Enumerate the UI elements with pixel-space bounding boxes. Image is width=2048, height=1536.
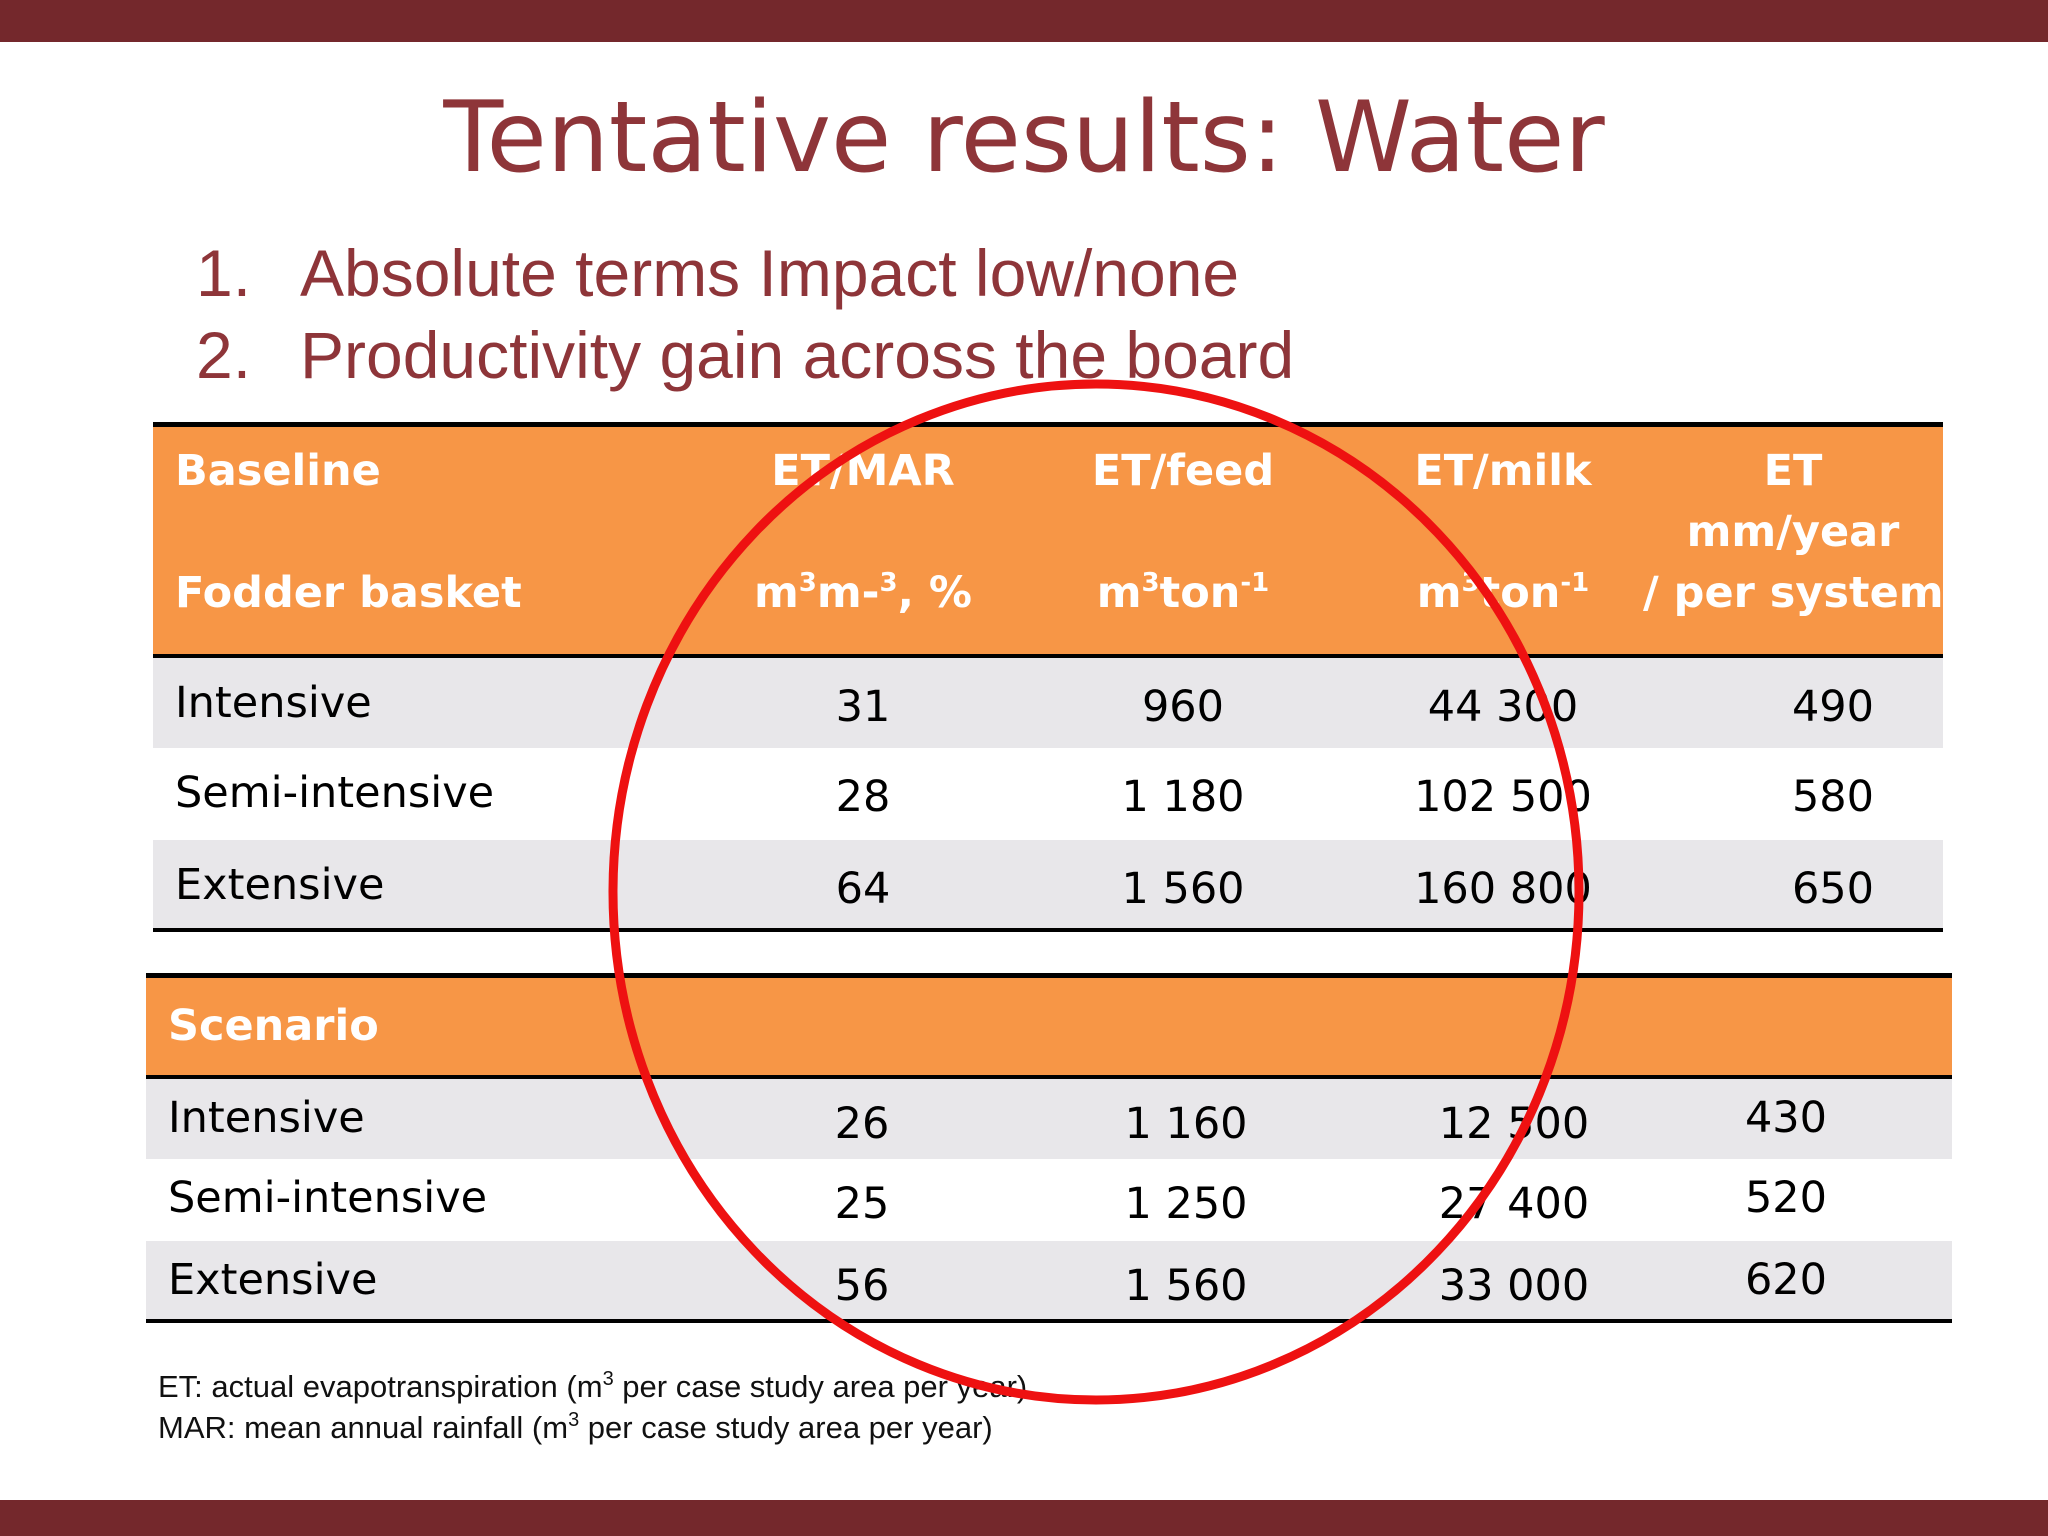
row-label: Semi-intensive [175, 768, 495, 818]
header-et-mar-unit: m3m-3, % [753, 568, 973, 618]
bullet-list: 1. Absolute terms Impact low/none 2. Pro… [196, 232, 1294, 396]
bullet-number: 2. [196, 318, 252, 392]
cell-et-feed: 960 [1141, 682, 1225, 732]
header-baseline: Baseline [175, 446, 381, 496]
cell-et-feed: 1 560 [1124, 1261, 1248, 1311]
cell-et-milk: 102 500 [1414, 772, 1592, 822]
header-per-system: / per system [1643, 568, 1944, 618]
cell-et-milk: 27 400 [1438, 1179, 1590, 1229]
cell-et-feed: 1 160 [1124, 1099, 1248, 1149]
table-bottom-rule [146, 1319, 1952, 1323]
cell-et-milk: 44 300 [1427, 682, 1579, 732]
header-et-milk-unit: m3ton-1 [1416, 568, 1590, 618]
baseline-table: Baseline Fodder basket ET/MAR m3m-3, % E… [153, 422, 1944, 932]
baseline-header-row: Baseline Fodder basket ET/MAR m3m-3, % E… [153, 426, 1944, 654]
bottom-banner [0, 1500, 2048, 1536]
header-fodder-basket: Fodder basket [175, 568, 522, 618]
header-mm-year: mm/year [1686, 507, 1900, 557]
table-bottom-rule [153, 928, 1943, 932]
cell-et-mm: 490 [1791, 682, 1875, 732]
bullet-text: Productivity gain across the board [300, 318, 1295, 392]
table-top-rule [153, 422, 1943, 427]
cell-et-feed: 1 180 [1121, 772, 1245, 822]
cell-et-mm: 430 [1744, 1093, 1828, 1143]
cell-et-mar: 64 [835, 864, 891, 914]
cell-et-feed: 1 250 [1124, 1179, 1248, 1229]
scenario-header-row: Scenario [146, 977, 1952, 1075]
table-row: Intensive 26 1 160 12 500 430 [146, 1079, 1952, 1159]
bullet-text: Absolute terms Impact low/none [300, 236, 1240, 310]
cell-et-mar: 26 [834, 1099, 890, 1149]
header-et-milk: ET/milk [1414, 446, 1592, 496]
bullet-item: 1. Absolute terms Impact low/none [196, 232, 1294, 314]
footnote-mar: MAR: mean annual rainfall (m3 per case s… [158, 1409, 993, 1445]
table-row: Semi-intensive 28 1 180 102 500 580 [153, 748, 1943, 840]
bullet-item: 2. Productivity gain across the board [196, 314, 1294, 396]
row-label: Semi-intensive [168, 1173, 488, 1223]
header-et-mar: ET/MAR [771, 446, 955, 496]
cell-et-mar: 28 [835, 772, 891, 822]
row-label: Intensive [175, 678, 372, 728]
header-et-feed-unit: m3ton-1 [1096, 568, 1270, 618]
cell-et-mar: 25 [834, 1179, 890, 1229]
header-et-feed: ET/feed [1091, 446, 1275, 496]
cell-et-mm: 650 [1791, 864, 1875, 914]
footnotes: ET: actual evapotranspiration (m3 per ca… [158, 1366, 1027, 1448]
scenario-table: Scenario Intensive 26 1 160 12 500 430 S… [146, 973, 1952, 1323]
cell-et-milk: 33 000 [1438, 1261, 1590, 1311]
table-top-rule [146, 973, 1952, 978]
cell-et-milk: 12 500 [1438, 1099, 1590, 1149]
table-row: Extensive 56 1 560 33 000 620 [146, 1241, 1952, 1319]
cell-et-milk: 160 800 [1414, 864, 1592, 914]
row-label: Extensive [168, 1255, 378, 1305]
cell-et-mar: 56 [834, 1261, 890, 1311]
cell-et-mm: 580 [1791, 772, 1875, 822]
top-banner [0, 0, 2048, 42]
header-et: ET [1763, 446, 1823, 496]
footnote-et: ET: actual evapotranspiration (m3 per ca… [158, 1368, 1028, 1404]
row-label: Intensive [168, 1093, 365, 1143]
cell-et-mar: 31 [835, 682, 891, 732]
cell-et-mm: 620 [1744, 1255, 1828, 1305]
cell-et-mm: 520 [1744, 1173, 1828, 1223]
cell-et-feed: 1 560 [1121, 864, 1245, 914]
table-header-rule [153, 654, 1943, 658]
header-scenario: Scenario [168, 1001, 379, 1051]
table-header-rule [146, 1075, 1952, 1079]
table-row: Intensive 31 960 44 300 490 [153, 658, 1943, 748]
slide-title: Tentative results: Water [443, 81, 1605, 195]
bullet-number: 1. [196, 236, 252, 310]
table-row: Extensive 64 1 560 160 800 650 [153, 840, 1943, 928]
table-row: Semi-intensive 25 1 250 27 400 520 [146, 1159, 1952, 1241]
row-label: Extensive [175, 860, 385, 910]
